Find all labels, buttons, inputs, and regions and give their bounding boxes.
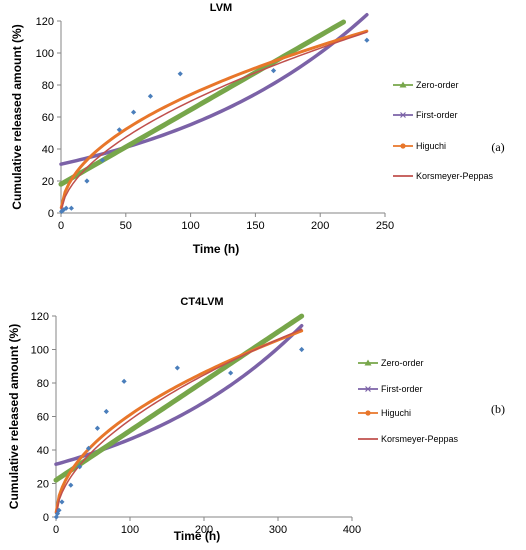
x-axis-label: Time (h) — [174, 529, 220, 543]
observed-data-point — [364, 37, 370, 43]
observed-data-point — [68, 205, 74, 211]
y-tick-label: 100 — [36, 48, 54, 60]
observed-data-point — [85, 445, 92, 451]
observed-data-point — [116, 127, 122, 133]
chart-lvm: 0 50 100 150 200 250 0 20 40 60 80 100 120 LVM Time (h… — [10, 2, 505, 256]
observed-data-point — [121, 378, 127, 384]
x-tick-label: 400 — [343, 524, 361, 536]
legend-korsmeyer-peppas: Korsmeyer-Peppas — [393, 171, 494, 181]
y-tick-label: 20 — [37, 479, 49, 491]
legend-higuchi: Higuchi — [393, 141, 446, 151]
x-tick-label: 250 — [376, 220, 394, 232]
panel-label: (b) — [491, 402, 505, 416]
y-tick-label: 100 — [31, 345, 49, 357]
legend-label: Zero-order — [416, 80, 459, 90]
x-tick-label: 0 — [58, 220, 64, 232]
observed-data-point — [84, 178, 90, 184]
legend-label: Zero-order — [381, 358, 424, 368]
zero-order-line — [53, 313, 305, 483]
legend-label: Korsmeyer-Peppas — [416, 171, 494, 181]
observed-data-point — [147, 93, 154, 99]
chart-title: LVM — [210, 2, 232, 14]
legend-higuchi: Higuchi — [358, 408, 411, 418]
y-tick-label: 120 — [36, 16, 54, 28]
x-tick-label: 200 — [311, 220, 329, 232]
legend-first-order: First-order — [358, 384, 423, 394]
x-tick-label: 50 — [120, 220, 132, 232]
observed-data-point — [56, 507, 62, 513]
y-tick-label: 40 — [42, 144, 54, 156]
y-axis-label: Cumulative released amount (%) — [10, 24, 24, 209]
legend-zero-order: Zero-order — [393, 80, 459, 90]
legend-korsmeyer-peppas: Korsmeyer-Peppas — [358, 434, 459, 444]
observed-data-point — [174, 365, 180, 371]
legend-label: Higuchi — [416, 141, 446, 151]
legend-key-marker — [365, 386, 371, 392]
korsmeyer-peppas-curve — [60, 31, 368, 211]
y-tick-label: 20 — [42, 176, 54, 188]
y-tick-label: 60 — [42, 112, 54, 124]
chart-ct4lvm: 0 100 200 300 400 0 20 40 60 80 100 120 CT4LVM Time (… — [7, 296, 505, 543]
observed-data-point — [54, 511, 61, 517]
zero-order-line — [58, 19, 347, 187]
x-tick-label: 300 — [269, 524, 287, 536]
chart-title: CT4LVM — [180, 296, 223, 308]
panel-label: (a) — [491, 140, 504, 154]
y-axis-label: Cumulative released amount (%) — [7, 324, 21, 509]
observed-data-point — [177, 71, 183, 77]
legend-first-order: First-order — [393, 110, 458, 120]
y-tick-label: 0 — [48, 208, 54, 220]
y-tick-label: 40 — [37, 445, 49, 457]
legend-key-marker — [400, 112, 406, 118]
observed-data-point — [94, 425, 101, 431]
x-tick-label: 0 — [53, 524, 59, 536]
korsmeyer-peppas-curve — [55, 328, 303, 515]
observed-data-point — [77, 464, 83, 470]
legend-key-marker — [400, 143, 406, 149]
y-tick-label: 80 — [42, 80, 54, 92]
observed-data-point — [270, 68, 277, 74]
first-order-curve — [59, 12, 369, 166]
legend-key-marker — [365, 410, 371, 416]
x-tick-label: 100 — [181, 220, 199, 232]
x-tick-label: 100 — [121, 524, 139, 536]
y-tick-label: 60 — [37, 412, 49, 424]
observed-data-point — [99, 157, 106, 163]
observed-data-point — [68, 482, 74, 488]
legend-key-marker — [399, 81, 407, 88]
y-tick-label: 0 — [43, 512, 49, 524]
observed-data-point — [103, 408, 109, 415]
observed-data-point — [63, 205, 69, 211]
observed-data-point — [130, 109, 137, 115]
observed-data-point — [299, 346, 305, 353]
legend-key-marker — [364, 359, 372, 366]
legend-label: Higuchi — [381, 408, 411, 418]
x-axis-label: Time (h) — [193, 242, 239, 256]
x-tick-label: 200 — [195, 524, 213, 536]
legend-label: Korsmeyer-Peppas — [381, 434, 459, 444]
x-tick-label: 150 — [246, 220, 264, 232]
higuchi-curve — [59, 29, 369, 210]
observed-data-point — [228, 370, 234, 376]
y-tick-label: 80 — [37, 378, 49, 390]
legend-zero-order: Zero-order — [358, 358, 424, 368]
observed-data-point — [53, 514, 59, 520]
y-tick-label: 120 — [31, 311, 49, 323]
legend-label: First-order — [416, 110, 458, 120]
observed-data-point — [59, 499, 65, 505]
legend-label: First-order — [381, 384, 423, 394]
